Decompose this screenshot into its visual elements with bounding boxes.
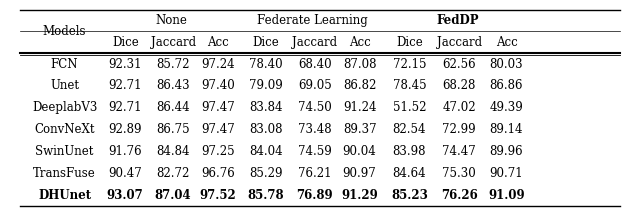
Text: 83.98: 83.98: [393, 145, 426, 158]
Text: 90.04: 90.04: [342, 145, 376, 158]
Text: 72.15: 72.15: [393, 58, 426, 71]
Text: 84.04: 84.04: [249, 145, 282, 158]
Text: 72.99: 72.99: [442, 123, 476, 136]
Text: 74.47: 74.47: [442, 145, 476, 158]
Text: Jaccard: Jaccard: [292, 36, 337, 49]
Text: 83.08: 83.08: [249, 123, 282, 136]
Text: 47.02: 47.02: [442, 101, 476, 114]
Text: DeeplabV3: DeeplabV3: [32, 101, 97, 114]
Text: 75.30: 75.30: [442, 167, 476, 180]
Text: 79.09: 79.09: [249, 80, 283, 93]
Text: 85.29: 85.29: [249, 167, 282, 180]
Text: 92.71: 92.71: [108, 80, 142, 93]
Text: FCN: FCN: [51, 58, 78, 71]
Text: 69.05: 69.05: [298, 80, 332, 93]
Text: 85.78: 85.78: [248, 189, 284, 202]
Text: 97.40: 97.40: [201, 80, 235, 93]
Text: 85.72: 85.72: [156, 58, 190, 71]
Text: 91.09: 91.09: [488, 189, 525, 202]
Text: 85.23: 85.23: [391, 189, 428, 202]
Text: DHUnet: DHUnet: [38, 189, 91, 202]
Text: 49.39: 49.39: [490, 101, 524, 114]
Text: 80.03: 80.03: [490, 58, 524, 71]
Text: 92.31: 92.31: [108, 58, 142, 71]
Text: Jaccard: Jaccard: [436, 36, 482, 49]
Text: 82.54: 82.54: [393, 123, 426, 136]
Text: Jaccard: Jaccard: [150, 36, 196, 49]
Text: 74.50: 74.50: [298, 101, 332, 114]
Text: Acc: Acc: [349, 36, 371, 49]
Text: 97.52: 97.52: [200, 189, 236, 202]
Text: 91.29: 91.29: [341, 189, 378, 202]
Text: 83.84: 83.84: [249, 101, 282, 114]
Text: 91.76: 91.76: [108, 145, 142, 158]
Text: 51.52: 51.52: [393, 101, 426, 114]
Text: SwinUnet: SwinUnet: [35, 145, 93, 158]
Text: 90.97: 90.97: [342, 167, 376, 180]
Text: 76.26: 76.26: [441, 189, 477, 202]
Text: 82.72: 82.72: [156, 167, 190, 180]
Text: 92.71: 92.71: [108, 101, 142, 114]
Text: 89.14: 89.14: [490, 123, 524, 136]
Text: 96.76: 96.76: [201, 167, 235, 180]
Text: 89.96: 89.96: [490, 145, 524, 158]
Text: 68.28: 68.28: [442, 80, 476, 93]
Text: Acc: Acc: [207, 36, 228, 49]
Text: 78.45: 78.45: [392, 80, 426, 93]
Text: 93.07: 93.07: [107, 189, 143, 202]
Text: FedDP: FedDP: [436, 14, 479, 27]
Text: 90.47: 90.47: [108, 167, 142, 180]
Text: 86.86: 86.86: [490, 80, 524, 93]
Text: ConvNeXt: ConvNeXt: [35, 123, 95, 136]
Text: 73.48: 73.48: [298, 123, 332, 136]
Text: 97.47: 97.47: [201, 123, 235, 136]
Text: Acc: Acc: [495, 36, 517, 49]
Text: 97.24: 97.24: [201, 58, 235, 71]
Text: TransFuse: TransFuse: [33, 167, 96, 180]
Text: 62.56: 62.56: [442, 58, 476, 71]
Text: Dice: Dice: [396, 36, 423, 49]
Text: 76.89: 76.89: [296, 189, 333, 202]
Text: 97.47: 97.47: [201, 101, 235, 114]
Text: 86.43: 86.43: [156, 80, 190, 93]
Text: 86.75: 86.75: [156, 123, 190, 136]
Text: 91.24: 91.24: [343, 101, 376, 114]
Text: 89.37: 89.37: [343, 123, 376, 136]
Text: 86.44: 86.44: [156, 101, 190, 114]
Text: 92.89: 92.89: [108, 123, 142, 136]
Text: 87.08: 87.08: [343, 58, 376, 71]
Text: Dice: Dice: [112, 36, 139, 49]
Text: 86.82: 86.82: [343, 80, 376, 93]
Text: Dice: Dice: [252, 36, 279, 49]
Text: Federate Learning: Federate Learning: [257, 14, 368, 27]
Text: 84.84: 84.84: [156, 145, 190, 158]
Text: Models: Models: [43, 25, 86, 38]
Text: 90.71: 90.71: [490, 167, 524, 180]
Text: 97.25: 97.25: [201, 145, 235, 158]
Text: 84.64: 84.64: [392, 167, 426, 180]
Text: 87.04: 87.04: [155, 189, 191, 202]
Text: None: None: [156, 14, 188, 27]
Text: Unet: Unet: [50, 80, 79, 93]
Text: 74.59: 74.59: [298, 145, 332, 158]
Text: 68.40: 68.40: [298, 58, 332, 71]
Text: 78.40: 78.40: [249, 58, 282, 71]
Text: 76.21: 76.21: [298, 167, 332, 180]
